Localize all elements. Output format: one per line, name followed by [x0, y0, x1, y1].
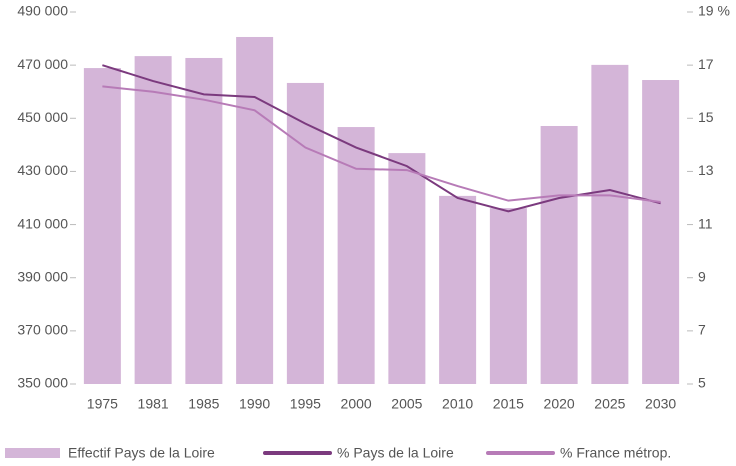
bar	[388, 153, 426, 384]
y2-tick-label: 13	[698, 162, 714, 178]
x-tick-label: 1995	[290, 396, 321, 412]
bar	[236, 36, 274, 384]
y-tick-label: 350 000	[17, 375, 68, 391]
legend-label: % Pays de la Loire	[337, 445, 454, 461]
legend-label: % France métrop.	[560, 445, 671, 461]
x-tick-label: 2010	[442, 396, 473, 412]
bar	[439, 195, 477, 384]
x-tick-label: 1985	[188, 396, 219, 412]
y2-tick-label: 15	[698, 109, 714, 125]
x-tick-label: 2000	[341, 396, 372, 412]
x-tick-label: 1975	[87, 396, 118, 412]
x-tick-label: 2015	[493, 396, 524, 412]
bar	[591, 64, 629, 385]
legend-swatch	[5, 448, 60, 458]
y-tick-label: 390 000	[17, 268, 68, 284]
x-tick-label: 2025	[594, 396, 625, 412]
y2-tick-label: 19 %	[698, 3, 730, 19]
bar	[642, 80, 680, 384]
y-tick-label: 370 000	[17, 322, 68, 338]
x-tick-label: 2020	[544, 396, 575, 412]
y-tick-label: 430 000	[17, 162, 68, 178]
y2-tick-label: 9	[698, 268, 706, 284]
x-tick-label: 2005	[391, 396, 422, 412]
bar	[83, 68, 121, 385]
x-tick-label: 1981	[138, 396, 169, 412]
y-tick-label: 450 000	[17, 109, 68, 125]
line	[102, 85, 661, 203]
y2-tick-label: 17	[698, 56, 714, 72]
y-tick-label: 470 000	[17, 56, 68, 72]
bar	[185, 57, 223, 385]
y2-tick-label: 11	[698, 215, 713, 231]
line	[102, 64, 661, 213]
y2-tick-label: 7	[698, 322, 706, 338]
bar	[286, 82, 324, 385]
x-tick-label: 1990	[239, 396, 270, 412]
y-tick-label: 490 000	[17, 3, 68, 19]
y-tick-label: 410 000	[17, 215, 68, 231]
x-tick-label: 2030	[645, 396, 676, 412]
legend-label: Effectif Pays de la Loire	[68, 445, 215, 461]
bar	[337, 127, 375, 384]
bar	[134, 56, 172, 384]
y2-tick-label: 5	[698, 375, 706, 391]
bar	[489, 208, 527, 384]
bar	[540, 125, 578, 385]
